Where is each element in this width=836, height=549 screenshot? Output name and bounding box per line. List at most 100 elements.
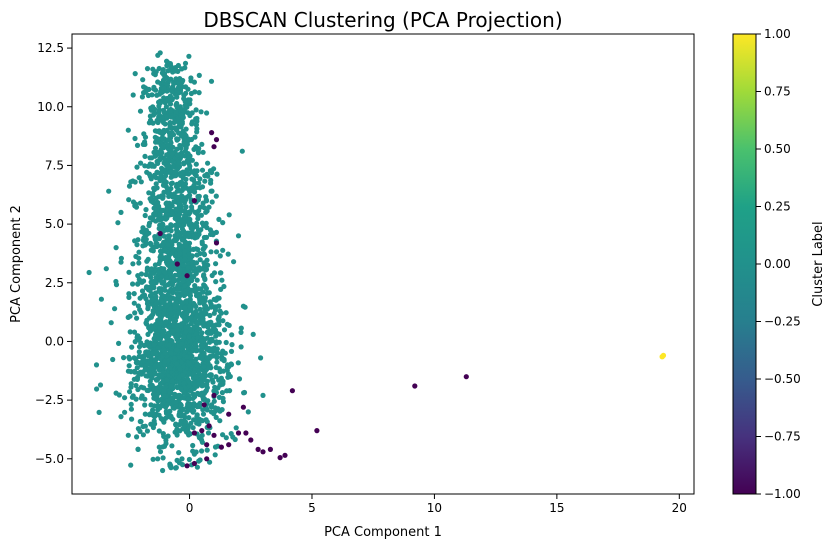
cluster-0-point (212, 384, 218, 390)
cluster-0-point (149, 163, 155, 169)
cluster-0-point (160, 195, 166, 201)
cluster-0-point (157, 50, 163, 56)
cluster-0-point (146, 412, 152, 418)
cluster-0-point (220, 348, 226, 354)
y-tick-label: −2.5 (35, 393, 64, 407)
cluster-0-point (199, 141, 205, 147)
cluster-0-point (240, 303, 246, 309)
cluster-0-point (113, 245, 119, 251)
cluster-0-point (162, 270, 168, 276)
cluster-0-point (213, 414, 219, 420)
cluster-0-point (207, 372, 213, 378)
cluster-0-point (228, 362, 235, 368)
colorbar-gradient (732, 33, 757, 495)
cluster-0-point (241, 390, 247, 396)
cluster-0-point (192, 189, 198, 195)
cluster-0-point (225, 251, 231, 257)
cluster-0-point (153, 300, 160, 306)
cluster-0-point (145, 349, 152, 355)
cluster-0-point (136, 349, 142, 355)
cluster-0-point (197, 306, 203, 312)
cluster-0-point (179, 132, 185, 138)
cluster-0-point (184, 354, 190, 360)
cluster-0-point (161, 300, 167, 306)
cluster-0-point (190, 263, 196, 269)
noise-point (206, 423, 212, 429)
cluster-0-point (204, 447, 210, 453)
cluster-0-point (203, 285, 209, 292)
cluster-0-point (193, 107, 199, 113)
cluster-0-point (191, 168, 198, 174)
cluster-0-point (164, 261, 170, 267)
cluster-0-point (203, 209, 209, 215)
cluster-0-point (151, 411, 157, 417)
cluster-0-point (191, 287, 197, 293)
cluster-0-point (186, 280, 192, 286)
cluster-0-point (164, 335, 170, 341)
noise-point (204, 456, 210, 462)
cluster-0-point (139, 288, 146, 294)
cluster-0-point (167, 108, 173, 114)
cluster-0-point (163, 81, 169, 87)
cluster-0-point (174, 146, 180, 152)
cluster-0-point (179, 119, 185, 125)
cluster-0-point (213, 353, 219, 359)
cluster-0-point (203, 417, 209, 423)
noise-point (235, 430, 242, 436)
cluster-0-point (213, 364, 219, 371)
cluster-0-point (204, 290, 210, 296)
noise-point (211, 144, 217, 150)
cluster-0-point (223, 339, 229, 346)
cluster-0-point (132, 238, 138, 244)
cluster-0-point (181, 228, 187, 234)
cluster-0-point (225, 374, 231, 380)
cluster-0-point (171, 317, 177, 323)
cluster-0-point (138, 271, 145, 277)
cluster-0-point (173, 109, 179, 115)
noise-point (213, 137, 220, 143)
cluster-0-point (176, 411, 182, 417)
cluster-0-point (220, 432, 226, 438)
cluster-0-point (128, 179, 134, 185)
cluster-0-point (212, 307, 218, 313)
cluster-0-point (168, 114, 174, 120)
cluster-0-point (165, 433, 171, 439)
cluster-0-point (183, 328, 189, 335)
cluster-0-point (196, 265, 202, 271)
cluster-0-point (157, 156, 163, 162)
cluster-0-point (146, 220, 153, 226)
cluster-0-point (193, 144, 199, 150)
cluster-0-point (231, 259, 237, 265)
cluster-0-point (169, 282, 175, 288)
cluster-0-point (192, 134, 198, 140)
cluster-0-point (168, 228, 174, 234)
cluster-0-point (187, 112, 193, 119)
cluster-0-point (193, 260, 200, 266)
cluster-0-point (127, 389, 133, 395)
cluster-0-point (209, 272, 215, 279)
cluster-0-point (235, 233, 242, 239)
cluster-0-point (175, 85, 181, 91)
cluster-0-point (176, 460, 182, 466)
cluster-0-point (198, 227, 204, 233)
cluster-0-point (235, 360, 241, 366)
cluster-0-point (156, 428, 162, 434)
cluster-0-point (176, 375, 182, 381)
cluster-0-point (177, 201, 183, 207)
cluster-0-point (164, 152, 170, 158)
cluster-0-point (152, 236, 158, 242)
cluster-0-point (174, 347, 180, 353)
colorbar-ticks: 1.00 0.75 0.50 0.25 0.00 −0.25 −0.50 −0.75 −1.00 (756, 27, 801, 501)
cluster-0-point (174, 136, 180, 142)
noise-point (174, 261, 180, 267)
cluster-0-point (169, 443, 175, 449)
noise-point (463, 374, 469, 380)
cluster-0-point (126, 197, 132, 203)
cluster-0-point (195, 193, 201, 200)
cluster-0-point (206, 330, 212, 336)
cluster-0-point (186, 415, 192, 421)
cluster-0-point (165, 68, 171, 74)
cluster-0-point (196, 421, 202, 427)
cluster-0-point (220, 220, 226, 226)
